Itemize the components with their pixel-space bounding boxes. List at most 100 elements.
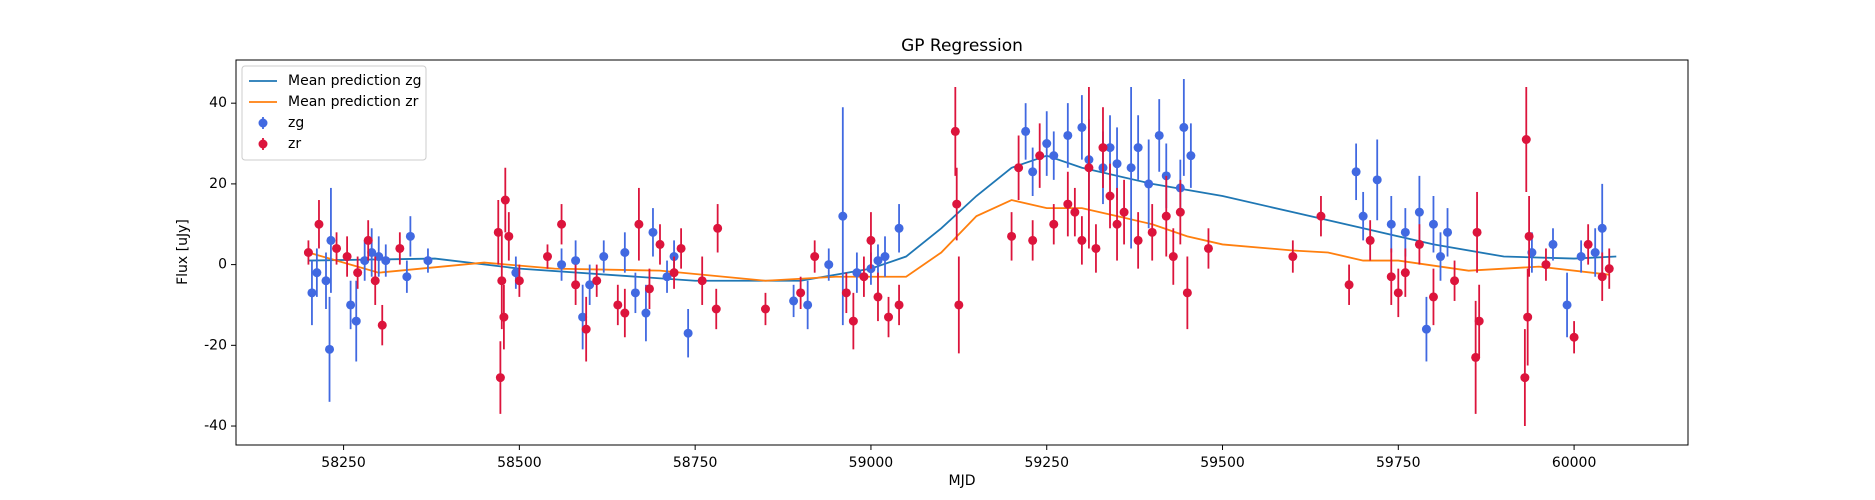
y-tick-label: -40 — [204, 418, 227, 434]
point — [894, 223, 904, 233]
point — [1351, 167, 1361, 177]
point — [1063, 199, 1073, 209]
point — [884, 312, 894, 322]
point — [360, 256, 370, 266]
point — [1428, 219, 1438, 229]
point — [1154, 130, 1164, 140]
legend-swatch — [258, 118, 268, 128]
point — [1524, 231, 1534, 241]
point — [1576, 252, 1586, 262]
point — [314, 219, 324, 229]
point — [880, 252, 890, 262]
point — [321, 276, 331, 286]
mean-line — [308, 199, 1610, 282]
x-tick-label: 58500 — [497, 455, 542, 471]
point — [838, 211, 848, 221]
point — [1288, 252, 1298, 262]
point — [1098, 143, 1108, 153]
point — [613, 300, 623, 310]
point — [655, 239, 665, 249]
point — [713, 223, 723, 233]
point — [711, 304, 721, 314]
point — [760, 304, 770, 314]
y-axis-label: Flux [uJy] — [175, 219, 191, 285]
y-tick-label: 20 — [209, 176, 227, 192]
point — [1119, 207, 1129, 217]
point — [395, 243, 405, 253]
point — [852, 268, 862, 278]
legend-label: Mean prediction zg — [288, 73, 422, 89]
point — [1365, 235, 1375, 245]
point — [950, 126, 960, 136]
point — [1414, 239, 1424, 249]
point — [803, 300, 813, 310]
point — [493, 227, 503, 237]
point — [1007, 231, 1017, 241]
point — [873, 292, 883, 302]
point — [1414, 207, 1424, 217]
point — [499, 312, 509, 322]
point — [1421, 324, 1431, 334]
point — [495, 373, 505, 383]
point — [848, 316, 858, 326]
point — [859, 272, 869, 282]
point — [894, 300, 904, 310]
point — [1386, 219, 1396, 229]
point — [312, 268, 322, 278]
x-tick-label: 59250 — [1024, 455, 1069, 471]
plot-frame — [235, 59, 1689, 446]
point — [662, 272, 672, 282]
point — [1112, 219, 1122, 229]
point — [346, 300, 356, 310]
point — [1112, 159, 1122, 169]
point — [789, 296, 799, 306]
point — [1400, 227, 1410, 237]
point — [1175, 207, 1185, 217]
point — [1063, 130, 1073, 140]
point — [326, 235, 336, 245]
point — [351, 316, 361, 326]
point — [585, 280, 595, 290]
point — [1597, 223, 1607, 233]
point — [634, 219, 644, 229]
point — [1014, 163, 1024, 173]
point — [511, 268, 521, 278]
point — [954, 300, 964, 310]
point — [697, 276, 707, 286]
point — [669, 268, 679, 278]
legend-label: zr — [288, 136, 301, 152]
point — [1070, 207, 1080, 217]
point — [497, 276, 507, 286]
y-tick-label: 0 — [218, 257, 227, 273]
point — [1133, 235, 1143, 245]
point — [423, 256, 433, 266]
point — [500, 195, 510, 205]
legend-label: zg — [288, 115, 304, 131]
x-tick-label: 60000 — [1552, 455, 1597, 471]
point — [370, 276, 380, 286]
point — [630, 288, 640, 298]
point — [683, 328, 693, 338]
point — [578, 312, 588, 322]
point — [1147, 227, 1157, 237]
point — [307, 288, 317, 298]
point — [332, 243, 342, 253]
point — [353, 268, 363, 278]
point — [1144, 179, 1154, 189]
point — [1548, 239, 1558, 249]
point — [1520, 373, 1530, 383]
point — [676, 243, 686, 253]
point — [581, 324, 591, 334]
point — [1344, 280, 1354, 290]
point — [514, 276, 524, 286]
point — [557, 219, 567, 229]
point — [1316, 211, 1326, 221]
point — [1541, 260, 1551, 270]
point — [367, 248, 377, 257]
x-tick-label: 59500 — [1200, 455, 1245, 471]
point — [1428, 292, 1438, 302]
point — [1523, 312, 1533, 322]
point — [841, 288, 851, 298]
point — [641, 308, 651, 318]
